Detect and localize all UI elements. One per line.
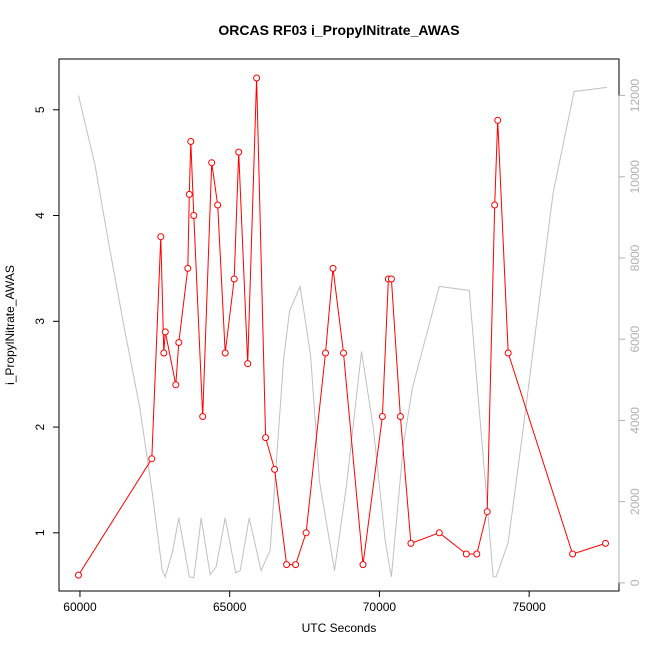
data-point	[172, 381, 180, 389]
data-point	[359, 561, 367, 569]
y2-tick-label: 2000	[628, 488, 642, 515]
data-point	[214, 201, 222, 209]
y-tick-label: 2	[33, 423, 47, 430]
data-point	[322, 349, 329, 357]
y-axis-label: i_PropylNitrate_AWAS	[3, 265, 17, 385]
x-tick-label: 65000	[213, 600, 247, 614]
x-tick-label: 70000	[363, 600, 397, 614]
x-axis-label: UTC Seconds	[302, 621, 377, 635]
data-point	[190, 212, 198, 219]
data-point	[185, 190, 193, 198]
data-point	[187, 138, 195, 145]
data-point	[199, 413, 207, 420]
y2-tick-label: 0	[628, 579, 642, 586]
data-point	[230, 275, 238, 283]
data-point	[235, 148, 243, 156]
y2-tick-label: 12000	[628, 78, 642, 112]
data-point	[283, 561, 291, 569]
data-point	[175, 339, 183, 346]
data-point	[157, 233, 165, 241]
y-tick-label: 1	[33, 529, 47, 536]
data-point	[221, 349, 229, 357]
data-point	[340, 349, 347, 357]
data-point	[208, 159, 216, 167]
data-point	[483, 508, 491, 516]
series-line-left	[78, 77, 606, 576]
data-point	[184, 264, 192, 272]
series-line-right	[78, 86, 608, 579]
plot-frame	[58, 58, 620, 592]
x-axis: 60000 65000 70000 75000	[63, 590, 546, 614]
chart-title: ORCAS RF03 i_PropylNitrate_AWAS	[218, 22, 459, 38]
secondary-series	[78, 86, 608, 579]
x-tick-label: 60000	[63, 600, 97, 614]
data-point	[494, 116, 502, 124]
data-point	[491, 201, 499, 209]
y2-tick-label: 4000	[628, 407, 642, 434]
data-point	[462, 550, 470, 558]
data-point	[407, 539, 415, 547]
data-point	[161, 328, 169, 336]
data-point	[396, 413, 404, 420]
y2-tick-label: 8000	[628, 244, 642, 271]
data-point	[302, 529, 310, 537]
data-point	[435, 529, 443, 537]
y-tick-label: 3	[33, 318, 47, 325]
y2-tick-label: 10000	[628, 160, 642, 194]
data-point	[387, 275, 395, 283]
data-point	[148, 455, 156, 463]
data-point	[262, 434, 270, 442]
data-point	[378, 413, 386, 420]
y-axis: 1 2 3 4 5	[33, 106, 60, 536]
data-point	[602, 539, 609, 547]
data-point	[292, 561, 300, 569]
data-point	[329, 264, 337, 272]
secondary-y-axis: 0 2000 4000 6000 8000 10000 12000	[618, 78, 642, 586]
data-point	[244, 360, 252, 368]
data-point	[569, 550, 577, 558]
data-point	[271, 465, 279, 473]
x-tick-label: 75000	[512, 600, 546, 614]
primary-series	[75, 74, 609, 579]
data-point	[160, 349, 168, 357]
data-point	[253, 74, 261, 82]
data-point	[473, 550, 481, 558]
data-point	[504, 349, 512, 357]
data-point	[75, 571, 82, 579]
y2-tick-label: 6000	[628, 326, 642, 353]
y-tick-label: 5	[33, 106, 47, 113]
y-tick-label: 4	[33, 212, 47, 219]
